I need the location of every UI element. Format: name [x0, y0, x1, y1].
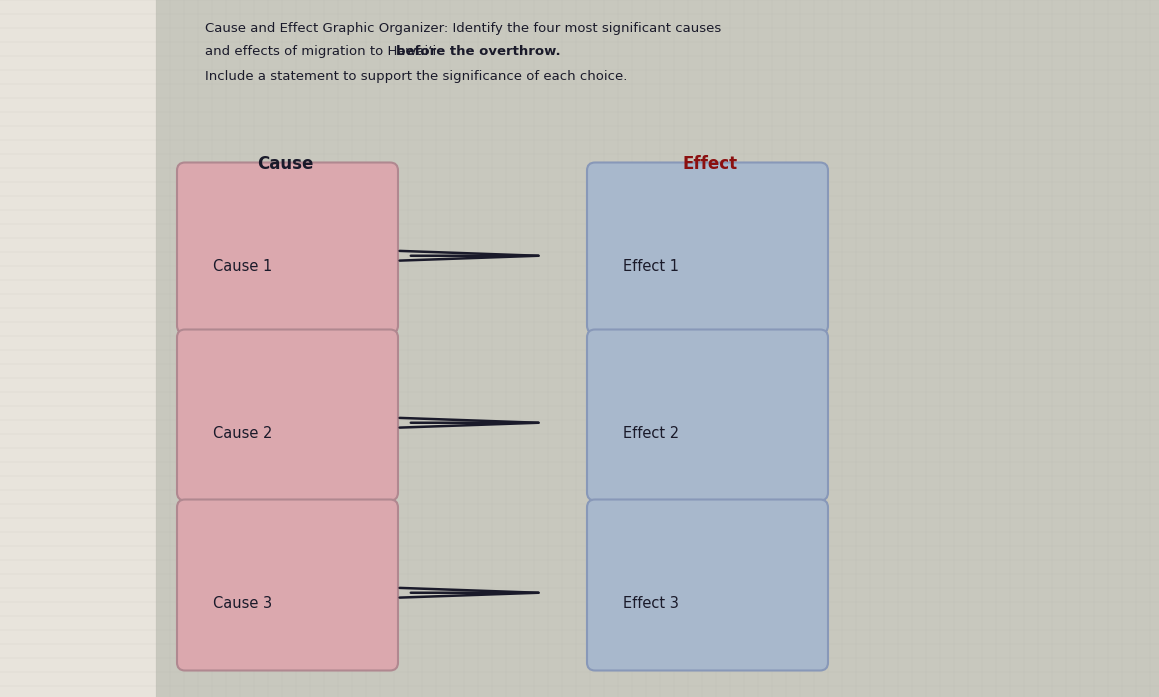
Text: Cause and Effect Graphic Organizer: Identify the four most significant causes: Cause and Effect Graphic Organizer: Iden… — [205, 22, 721, 35]
FancyBboxPatch shape — [586, 162, 828, 333]
FancyBboxPatch shape — [177, 330, 398, 500]
Text: Effect 2: Effect 2 — [624, 426, 679, 441]
Text: Effect: Effect — [683, 155, 737, 173]
FancyBboxPatch shape — [177, 162, 398, 333]
Text: Include a statement to support the significance of each choice.: Include a statement to support the signi… — [205, 70, 627, 83]
FancyBboxPatch shape — [586, 500, 828, 671]
FancyBboxPatch shape — [0, 0, 156, 697]
Text: and effects of migration to Hawaiʻi: and effects of migration to Hawaiʻi — [205, 45, 440, 58]
FancyBboxPatch shape — [586, 330, 828, 500]
Text: Cause 2: Cause 2 — [213, 426, 272, 441]
Text: Cause: Cause — [257, 155, 313, 173]
FancyBboxPatch shape — [177, 500, 398, 671]
Text: Cause 1: Cause 1 — [213, 259, 272, 274]
Text: before the overthrow.: before the overthrow. — [396, 45, 561, 58]
Text: Effect 1: Effect 1 — [624, 259, 679, 274]
Text: Cause 3: Cause 3 — [213, 596, 272, 611]
Text: Effect 3: Effect 3 — [624, 596, 679, 611]
